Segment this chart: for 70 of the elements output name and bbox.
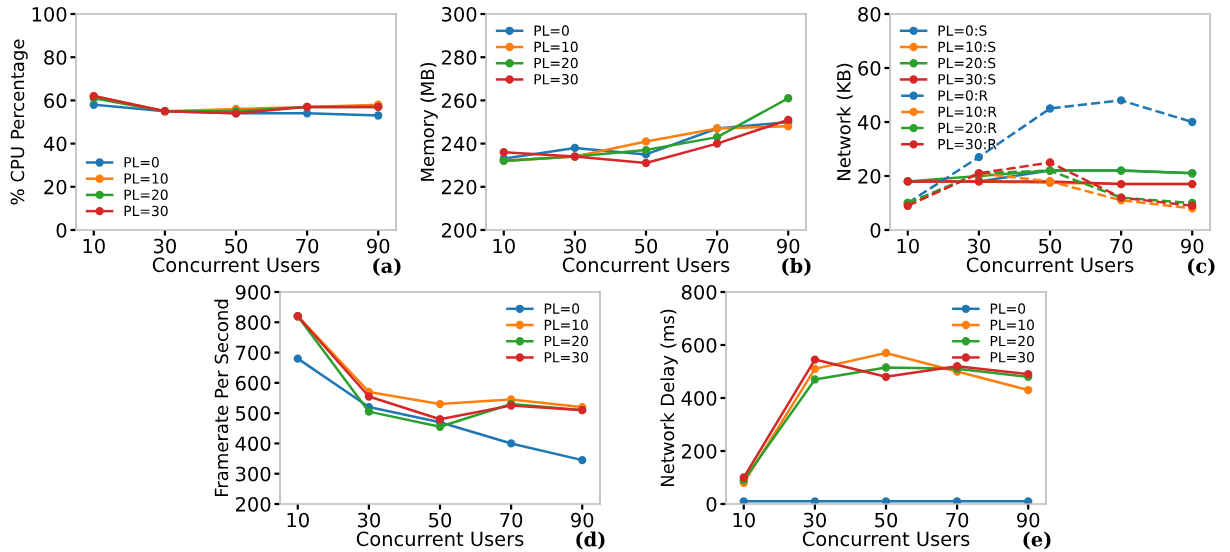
y-tick-label: 800 [681,284,717,300]
y-tick-label: 500 [236,406,271,421]
y-tick-label: 200 [235,496,271,512]
x-axis-title: Concurrent Users [966,257,1134,273]
y-tick-label: 220 [441,179,477,195]
y-tick-label: 700 [236,345,271,361]
x-tick-label: 10 [83,238,105,254]
x-axis-title: Concurrent Users [152,257,320,273]
y-axis-title: % CPU Percentage [10,39,28,205]
y-tick-label: 0 [56,222,67,238]
y-tick-label: 60 [44,93,67,109]
y-tick-label: 260 [441,93,477,109]
y-tick-label: 0 [870,222,881,238]
y-tick-label: 40 [43,136,67,152]
y-tick-label: 300 [442,6,477,22]
y-tick-label: 600 [681,337,717,353]
y-axis-title: Network (KB) [836,63,853,180]
y-axis-title: Network Delay (ms) [660,309,678,487]
x-tick-label: 10 [287,512,309,528]
x-tick-label: 70 [296,238,319,254]
y-tick-label: 200 [441,222,477,238]
x-axis-title: Concurrent Users [562,257,730,273]
x-tick-label: 70 [946,512,969,528]
y-tick-label: 300 [236,466,271,482]
y-tick-label: 400 [681,390,717,406]
x-tick-label: 30 [564,238,586,254]
x-tick-label: 10 [897,238,919,254]
y-tick-label: 100 [32,6,67,22]
y-axis-title: Framerate Per Second [214,299,229,497]
y-tick-label: 900 [235,284,271,300]
y-tick-label: 800 [235,315,271,330]
text: (c) [1187,258,1215,276]
y-tick-label: 400 [235,436,271,452]
x-tick-label: 50 [875,512,898,528]
y-tick-label: 240 [441,136,477,152]
x-tick-label: 90 [571,512,594,528]
x-tick-label: 10 [493,238,515,254]
y-tick-label: 80 [858,6,881,22]
text: (a) [373,258,401,276]
x-tick-label: 50 [429,512,452,528]
text: (e) [1023,531,1051,550]
y-tick-label: 0 [706,496,717,512]
y-tick-label: 20 [44,179,67,195]
y-axis-title: Memory (MB) [420,62,438,181]
x-tick-label: 70 [500,512,523,528]
x-tick-label: 70 [706,238,729,254]
y-tick-label: 60 [858,60,881,76]
x-tick-label: 50 [225,238,248,254]
x-tick-label: 70 [1110,238,1133,254]
text: (d) [576,531,605,550]
y-tick-label: 20 [858,168,881,184]
y-tick-label: 80 [44,50,67,65]
x-tick-label: 30 [358,512,380,528]
x-axis-title: Concurrent Users [802,531,970,547]
x-tick-label: 10 [733,512,755,528]
x-tick-label: 30 [804,512,826,528]
y-tick-label: 600 [235,375,271,391]
y-tick-label: 200 [681,443,717,459]
text: (b) [782,258,811,276]
y-tick-label: 280 [441,50,477,65]
x-tick-label: 30 [154,238,176,254]
x-tick-label: 90 [1017,512,1040,528]
x-tick-label: 90 [777,238,800,254]
x-tick-label: 30 [968,238,990,254]
x-tick-label: 50 [635,238,658,254]
x-tick-label: 90 [1181,238,1204,254]
y-tick-label: 40 [857,114,881,130]
x-tick-label: 50 [1039,238,1062,254]
x-tick-label: 90 [367,238,390,254]
x-axis-title: Concurrent Users [356,531,524,547]
